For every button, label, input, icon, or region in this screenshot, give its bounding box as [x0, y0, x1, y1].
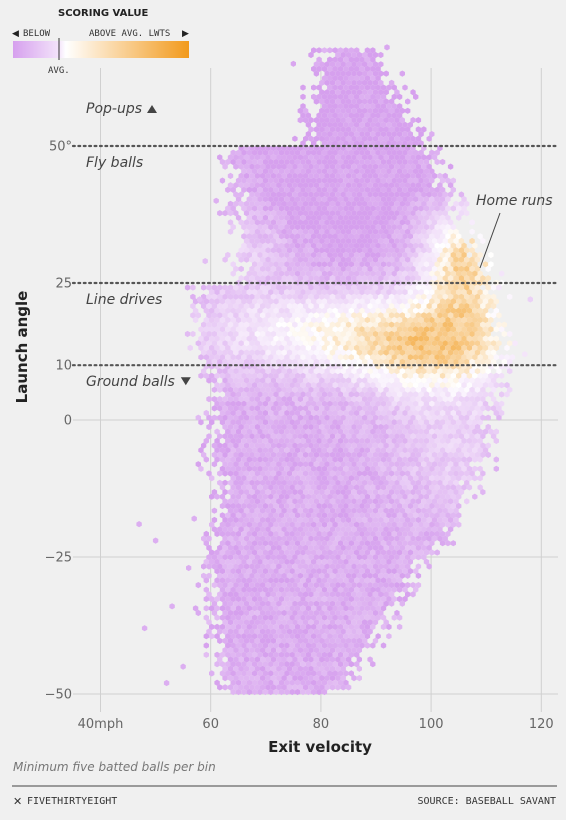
hex-bin [185, 331, 190, 337]
hexbin-layer [136, 44, 533, 695]
hex-bin [488, 252, 493, 258]
hex-bin [402, 85, 407, 91]
hex-bin [201, 284, 206, 290]
hex-bin [300, 94, 305, 100]
hex-bin [416, 117, 421, 123]
hex-bin [300, 85, 305, 91]
hex-bin [212, 508, 217, 514]
hex-bin [185, 284, 190, 290]
hex-bin [322, 47, 327, 53]
hex-bin [499, 382, 504, 388]
hex-bin [196, 582, 201, 588]
hex-bin [292, 136, 297, 142]
hex-bin [384, 71, 389, 77]
hex-bin [469, 229, 474, 235]
hex-bin [507, 331, 512, 337]
hex-bin [190, 331, 195, 337]
hex-bin [440, 159, 445, 165]
hex-bin [311, 85, 316, 91]
hex-bin [378, 52, 383, 58]
hex-bin [400, 71, 405, 77]
hex-bin [405, 98, 410, 104]
hex-bin [220, 178, 225, 184]
hex-bin [188, 345, 193, 351]
hex-bin [228, 173, 233, 179]
hex-bin [190, 284, 195, 290]
hex-bin [448, 164, 453, 170]
hex-bin [464, 498, 469, 504]
hex-bin [217, 210, 222, 216]
hex-bin [435, 549, 440, 555]
hex-bin [494, 456, 499, 462]
hex-bin [499, 271, 504, 277]
hex-bin [327, 47, 332, 53]
hex-bin [469, 219, 474, 225]
hex-bin [512, 340, 517, 346]
hex-bin [494, 466, 499, 472]
hex-bin [507, 294, 512, 300]
hex-bin [239, 266, 244, 272]
hex-bin [472, 494, 477, 500]
hex-bin [405, 108, 410, 114]
hex-bin [451, 540, 456, 546]
hex-bin [499, 391, 504, 397]
hex-bin [316, 47, 321, 53]
